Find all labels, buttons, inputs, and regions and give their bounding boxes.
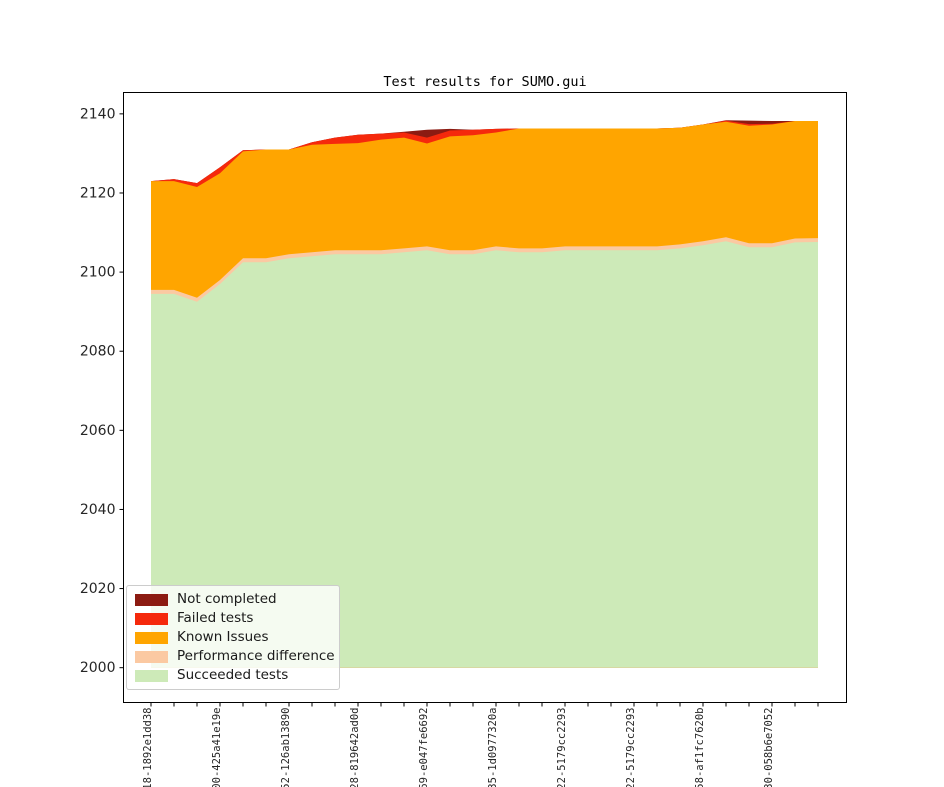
legend-item-failed-tests: Failed tests: [135, 610, 331, 627]
legend-item-succeeded-tests: Succeeded tests: [135, 667, 331, 684]
x-tick-label: 22-5179cc2293: [556, 708, 568, 787]
x-tick-label: 058-af1fc7620b: [694, 708, 706, 787]
legend-label: Not completed: [177, 591, 277, 607]
y-tick-label: 2040: [80, 502, 116, 518]
legend-item-not-completed: Not completed: [135, 591, 331, 608]
failed-tests-swatch-icon: [135, 612, 168, 625]
x-tick-label: 22-5179cc2293: [625, 708, 637, 787]
y-tick-label: 2060: [80, 423, 116, 439]
chart-title: Test results for SUMO.gui: [383, 74, 586, 90]
axis-ticks: [119, 113, 819, 707]
legend: Not completed Failed tests Known Issues …: [126, 585, 340, 690]
x-tick-label: 00-425a41e19e: [211, 708, 223, 787]
plot-frame-overlay: [123, 92, 847, 703]
y-tick-label: 2120: [80, 185, 116, 201]
x-tick-label: 28-819642ad0d: [349, 708, 361, 787]
x-tick-label: 69-e047fe6692: [418, 708, 430, 787]
x-tick-label: 52-126ab13890: [280, 708, 292, 787]
legend-label: Succeeded tests: [177, 667, 289, 683]
legend-item-performance-difference: Performance difference: [135, 648, 335, 665]
performance-difference-swatch-icon: [135, 650, 168, 663]
area-succeeded: [151, 241, 818, 668]
y-tick-label: 2000: [80, 660, 116, 676]
x-tick-label: 18-1892e1dd38: [142, 708, 154, 787]
succeeded-tests-swatch-icon: [135, 669, 168, 682]
x-tick-label: 30-058b6e7052: [763, 708, 775, 787]
legend-label: Known Issues: [177, 629, 269, 645]
y-tick-label: 2140: [80, 106, 116, 122]
y-tick-label: 2020: [80, 581, 116, 597]
legend-label: Performance difference: [177, 648, 335, 664]
known-issues-swatch-icon: [135, 631, 168, 644]
x-tick-label: 35-1d0977320a: [487, 708, 499, 787]
y-tick-label: 2080: [80, 344, 116, 360]
axis-tick-labels: 2000 2020 2040 2060 2080 2100 2120 2140 18-1892e…: [80, 106, 775, 787]
not-completed-swatch-icon: [135, 593, 168, 606]
legend-item-known-issues: Known Issues: [135, 629, 331, 646]
y-tick-label: 2100: [80, 265, 116, 281]
legend-label: Failed tests: [177, 610, 254, 626]
stacked-areas: [151, 120, 818, 668]
